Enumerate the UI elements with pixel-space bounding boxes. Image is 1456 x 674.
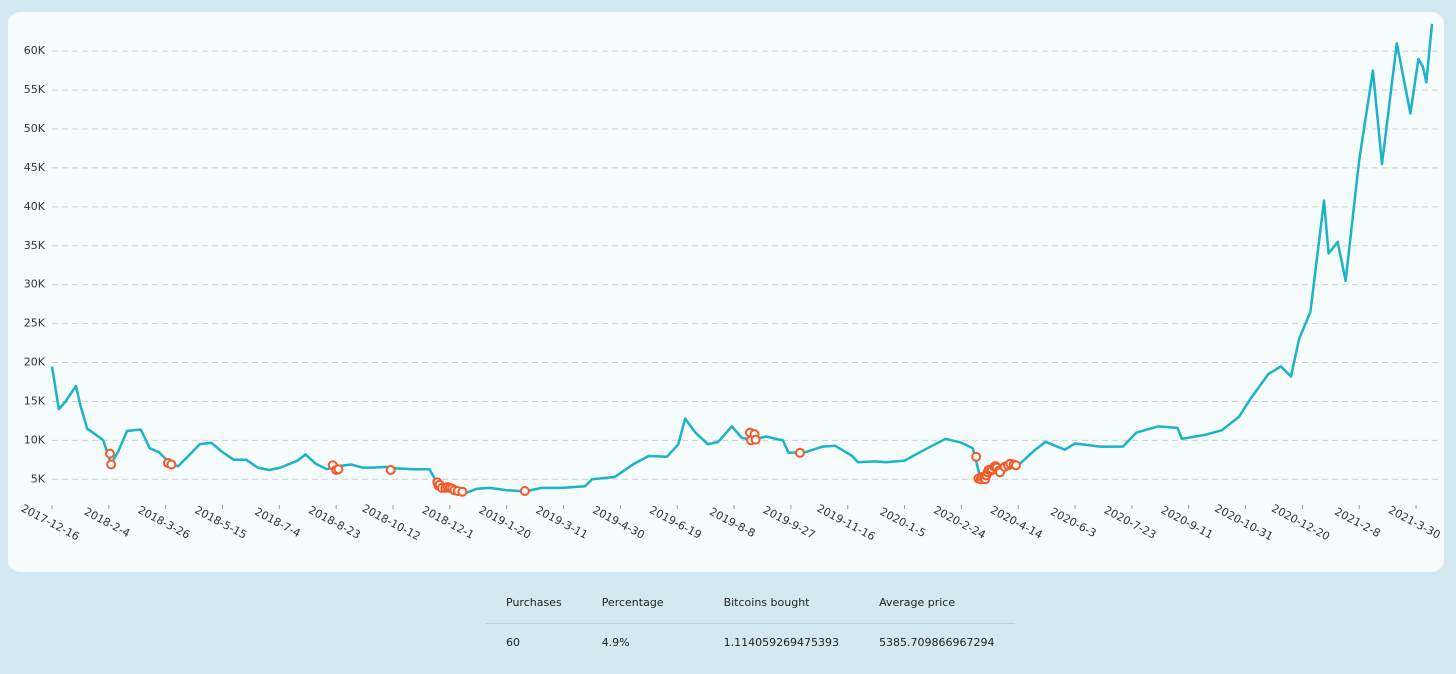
purchase-point — [106, 459, 117, 470]
purchase-point — [333, 464, 344, 475]
y-tick-label: 60K — [24, 44, 46, 57]
y-tick-label: 10K — [24, 433, 46, 446]
x-tick-label: 2018-7-4 — [252, 505, 302, 540]
purchase-point — [1010, 460, 1021, 471]
purchase-point — [166, 459, 177, 470]
header: Percentage — [581, 590, 704, 624]
x-tick-label: 2020-1-5 — [878, 505, 928, 540]
x-tick-label: 2018-8-23 — [306, 503, 362, 541]
x-tick-label: 2019-3-11 — [534, 503, 590, 541]
x-tick-label: 2018-5-15 — [193, 503, 249, 541]
x-tick-label: 2018-2-4 — [82, 505, 132, 540]
x-tick-label: 2019-11-16 — [815, 502, 878, 543]
x-tick-label: 2020-6-3 — [1048, 505, 1098, 540]
header: Purchases — [486, 590, 582, 624]
data-row: 60 4.9% 1.114059269475393 5385.709866967… — [486, 624, 1015, 662]
purchase-point — [794, 447, 805, 458]
purchase-point — [385, 464, 396, 475]
x-tick-label: 2020-9-11 — [1159, 503, 1215, 541]
y-tick-label: 30K — [24, 278, 46, 291]
x-tick-label: 2020-12-20 — [1269, 502, 1332, 543]
x-tick-label: 2018-3-26 — [136, 503, 192, 541]
cell: 5385.709866967294 — [879, 636, 995, 649]
x-tick-label: 2018-10-12 — [360, 502, 423, 543]
x-tick-label: 2019-4-30 — [590, 503, 646, 541]
y-tick-label: 5K — [31, 472, 46, 485]
header: Bitcoins bought — [703, 590, 860, 624]
x-tick-label: 2019-9-27 — [761, 503, 817, 541]
x-tick-label: 2017-12-16 — [19, 502, 82, 543]
price-line — [50, 23, 1434, 495]
purchase-point — [457, 486, 468, 497]
x-tick-label: 2020-7-23 — [1102, 503, 1158, 541]
x-tick-label: 2021-2-8 — [1332, 505, 1382, 540]
header-row: Purchases Percentage Bitcoins bought Ave… — [486, 590, 1015, 624]
y-tick-label: 50K — [24, 122, 46, 135]
y-tick-label: 40K — [24, 200, 46, 213]
x-tick-label: 2019-6-19 — [647, 503, 703, 541]
purchase-point — [104, 448, 115, 459]
cell: 1.114059269475393 — [723, 636, 840, 649]
x-tick-label: 2021-3-30 — [1386, 503, 1442, 541]
x-tick-label: 2020-10-31 — [1213, 502, 1276, 543]
x-tick-label: 2020-4-14 — [988, 503, 1044, 541]
y-tick-label: 55K — [24, 83, 46, 96]
cell: 60 — [506, 636, 520, 649]
x-tick-label: 2018-12-1 — [420, 503, 476, 541]
y-tick-label: 25K — [24, 317, 46, 330]
y-tick-label: 35K — [24, 239, 46, 252]
y-tick-label: 45K — [24, 161, 46, 174]
purchase-point — [519, 485, 530, 496]
x-tick-label: 2019-1-20 — [477, 503, 533, 541]
cell: 4.9% — [601, 636, 630, 649]
header: Average price — [859, 590, 1015, 624]
y-tick-label: 20K — [24, 356, 46, 369]
x-tick-label: 2019-8-8 — [707, 505, 757, 540]
summary-table: Purchases Percentage Bitcoins bought Ave… — [486, 590, 1015, 661]
purchase-point — [971, 451, 982, 462]
chart: 5K 10K 15K 20K 25K 30K 35K 40K 45K 50K 55K 60K 2017-… — [19, 23, 1443, 543]
x-tick-label: 2020-2-24 — [931, 503, 987, 541]
purchase-point — [750, 434, 761, 445]
chart-card — [8, 12, 1444, 572]
y-tick-label: 15K — [24, 394, 46, 407]
